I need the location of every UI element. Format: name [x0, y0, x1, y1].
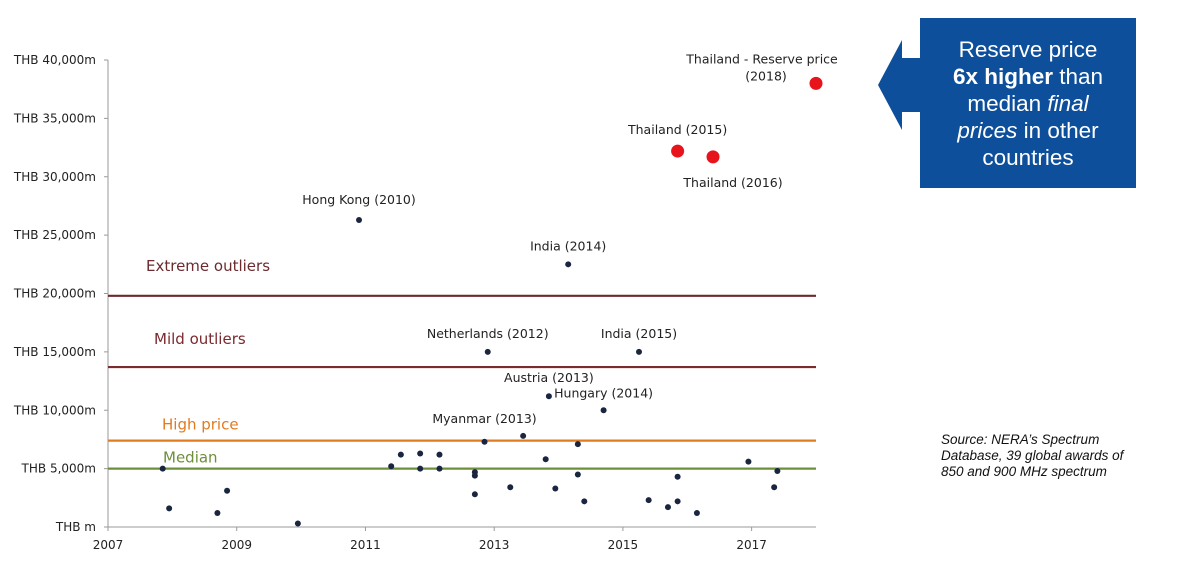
data-point: [166, 505, 173, 512]
data-point: [674, 498, 681, 505]
callout-line-3-plain: median: [967, 90, 1048, 116]
data-point: [574, 441, 581, 448]
callout-line-2-rest: than: [1052, 63, 1104, 89]
x-tick-label: 2009: [221, 538, 252, 552]
callout-bold: 6x higher: [952, 63, 1053, 89]
data-point: [484, 348, 491, 355]
data-point: [581, 498, 588, 505]
data-point: [471, 491, 478, 498]
data-point: [565, 261, 572, 268]
left-arrow-icon: [878, 40, 924, 130]
data-point: [159, 465, 166, 472]
data-point: [771, 484, 778, 491]
data-point: [356, 216, 363, 223]
data-point: [397, 451, 404, 458]
source-line-3: 850 and 900 MHz spectrum: [941, 464, 1107, 480]
data-point: [745, 458, 752, 465]
callout-italic-final: final: [1047, 90, 1089, 116]
data-point: [545, 393, 552, 400]
y-tick-label: THB 10,000m: [13, 403, 96, 417]
x-tick-label: 2011: [350, 538, 381, 552]
callout-line-1: Reserve price: [958, 36, 1098, 62]
source-line-1: Source: NERA’s Spectrum: [941, 432, 1100, 447]
reference-line-label: Mild outliers: [154, 330, 246, 348]
y-tick-label: THB 40,000m: [13, 53, 96, 67]
callout-line-4: prices in other: [920, 117, 1136, 144]
data-point: [574, 471, 581, 478]
callout-line-4-rest: in other: [1017, 117, 1099, 143]
reference-line-label: High price: [162, 416, 239, 434]
data-point: [774, 467, 781, 474]
x-tick-label: 2013: [479, 538, 510, 552]
point-label: Myanmar (2013): [432, 411, 536, 426]
data-point: [664, 504, 671, 511]
y-tick-label: THB 30,000m: [13, 170, 96, 184]
callout-line-3: median final: [920, 90, 1136, 117]
point-label: (2018): [745, 68, 787, 83]
data-point: [674, 473, 681, 480]
data-point: [507, 484, 514, 491]
point-label: Thailand (2015): [627, 122, 727, 137]
data-point: [693, 509, 700, 516]
data-point: [294, 520, 301, 527]
y-tick-label: THB m: [55, 520, 96, 534]
reference-line-label: Median: [163, 449, 218, 467]
data-point: [542, 456, 549, 463]
y-tick-label: THB 35,000m: [13, 111, 96, 125]
reference-line-label: Extreme outliers: [146, 257, 270, 275]
point-label: Netherlands (2012): [427, 326, 549, 341]
data-point: [417, 465, 424, 472]
x-tick-label: 2015: [608, 538, 639, 552]
data-point: [600, 407, 607, 414]
x-tick-label: 2017: [736, 538, 767, 552]
point-label: Thailand - Reserve price: [685, 51, 838, 66]
y-tick-label: THB 15,000m: [13, 345, 96, 359]
y-tick-label: THB 25,000m: [13, 228, 96, 242]
data-point: [481, 438, 488, 445]
callout-line-2: 6x higher than: [920, 63, 1136, 90]
point-label: India (2015): [601, 326, 677, 341]
data-point: [214, 509, 221, 516]
callout-italic-prices: prices: [957, 117, 1018, 143]
callout-line-5: countries: [982, 144, 1074, 170]
highlight-point: [671, 144, 685, 158]
y-tick-label: THB 5,000m: [21, 462, 96, 476]
point-label: Hong Kong (2010): [302, 192, 416, 207]
data-point: [520, 432, 527, 439]
data-point: [436, 465, 443, 472]
point-label: Thailand (2016): [682, 175, 782, 190]
callout-box: Reserve price 6x higher than median fina…: [920, 18, 1136, 188]
point-label: India (2014): [530, 238, 606, 253]
data-point: [224, 487, 231, 494]
x-tick-label: 2007: [93, 538, 124, 552]
highlight-point: [809, 76, 823, 90]
y-tick-label: THB 20,000m: [13, 287, 96, 301]
data-point: [388, 463, 395, 470]
source-line-2: Database, 39 global awards of: [941, 448, 1124, 464]
highlight-point: [706, 150, 720, 164]
source-note: Source: NERA’s Spectrum Database, 39 glo…: [941, 432, 1171, 481]
data-point: [552, 485, 559, 492]
data-point: [636, 348, 642, 355]
data-point: [471, 472, 478, 479]
point-label: Austria (2013): [504, 370, 594, 385]
data-point: [645, 497, 652, 504]
point-label: Hungary (2014): [554, 385, 653, 400]
data-point: [436, 451, 443, 458]
data-point: [417, 450, 424, 457]
